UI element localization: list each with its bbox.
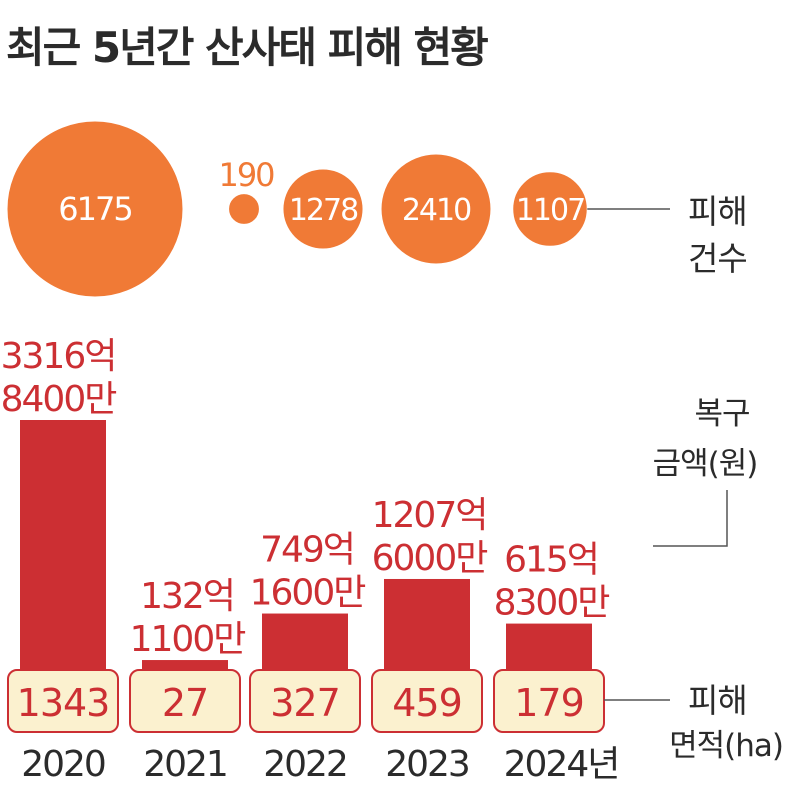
- cost-legend-line2: 금액(원): [653, 446, 758, 482]
- area-label-2022: 327: [270, 681, 340, 725]
- cost-label-2023-line1: 1207억: [372, 495, 487, 536]
- cost-legend-line1: 복구: [694, 396, 749, 432]
- year-label-2021: 2021: [143, 744, 227, 785]
- cost-label-2022-line1: 749억: [260, 530, 354, 571]
- area-label-2021: 27: [162, 681, 208, 725]
- cost-bar-2023: [384, 578, 470, 670]
- area-box-2024년: [493, 669, 605, 733]
- bubble-count-2022: [282, 168, 364, 250]
- bubble-count-2020: [6, 120, 184, 298]
- bubble-label-2021: 190: [218, 156, 274, 194]
- year-label-2023: 2023: [385, 744, 469, 785]
- cost-label-2024년-line2: 8300만: [494, 583, 610, 624]
- bubble-label-2022: 1278: [289, 193, 358, 228]
- cost-leader-line: [653, 490, 728, 547]
- cost-label-2021-line1: 132억: [140, 576, 234, 617]
- area-box-2022: [249, 669, 361, 733]
- cost-label-2020-line1: 3316억: [1, 336, 116, 377]
- chart-title: 최근 5년간 산사태 피해 현황: [6, 23, 489, 72]
- area-label-2023: 459: [392, 681, 462, 725]
- area-box-2021: [129, 669, 241, 733]
- year-label-2020: 2020: [21, 744, 105, 785]
- area-legend-line1: 피해: [688, 681, 747, 720]
- cost-label-2022-line2: 1600만: [250, 573, 366, 614]
- count-legend-line1: 피해: [688, 192, 747, 231]
- area-legend-line2: 면적(ha): [669, 728, 783, 764]
- area-label-2024년: 179: [514, 681, 584, 725]
- cost-label-2021-line2: 1100만: [130, 619, 246, 660]
- bubble-count-2023: [380, 153, 492, 265]
- cost-label-2020-line2: 8400만: [1, 379, 117, 420]
- cost-bar-2020: [20, 420, 106, 670]
- cost-label-2024년-line1: 615억: [504, 540, 598, 581]
- cost-label-2023-line2: 6000만: [372, 538, 488, 579]
- area-box-2020: [7, 669, 119, 733]
- count-legend-line2: 건수: [688, 239, 747, 278]
- cost-bar-2022: [262, 613, 348, 670]
- cost-bar-2024년: [506, 623, 592, 670]
- bubble-label-2020: 6175: [58, 190, 131, 228]
- bubble-label-2024년: 1107: [516, 193, 584, 228]
- cost-bar-2021: [142, 660, 228, 670]
- area-box-2023: [371, 669, 483, 733]
- area-label-2020: 1343: [17, 681, 110, 725]
- year-label-2022: 2022: [263, 744, 347, 785]
- year-label-2024년: 2024년: [504, 744, 619, 785]
- bubble-label-2023: 2410: [402, 193, 471, 228]
- bubble-count-2021: [228, 193, 260, 225]
